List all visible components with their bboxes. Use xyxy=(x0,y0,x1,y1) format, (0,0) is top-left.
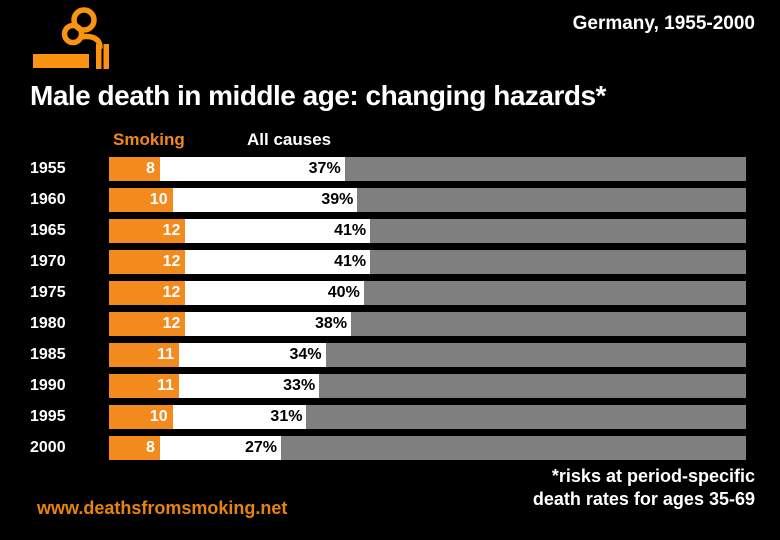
year-label: 1980 xyxy=(30,315,66,332)
year-label: 1965 xyxy=(30,222,66,239)
cigarette-smoke-icon xyxy=(33,7,109,69)
year-label: 1970 xyxy=(30,253,66,270)
footnote: *risks at period-specific death rates fo… xyxy=(533,465,755,511)
smoking-column-header: Smoking xyxy=(113,130,185,149)
year-label: 2000 xyxy=(30,439,66,456)
all-causes-bar-segment: 41% xyxy=(185,219,371,243)
footnote-line2: death rates for ages 35-69 xyxy=(532,489,755,509)
bar-track: 10 39% xyxy=(109,188,746,212)
year-label: 1995 xyxy=(30,408,66,425)
all-causes-bar-segment: 31% xyxy=(172,405,307,429)
smoking-bar-segment: 8 xyxy=(109,436,160,460)
bar-track: 11 33% xyxy=(109,374,746,398)
all-causes-bar-segment: 41% xyxy=(185,250,371,274)
year-label: 1975 xyxy=(30,284,66,301)
chart-row: 1965 12 41% xyxy=(30,219,746,243)
all-causes-bar-segment: 37% xyxy=(159,157,345,181)
bar-track: 12 41% xyxy=(109,219,746,243)
chart-row: 1960 10 39% xyxy=(30,188,746,212)
website-link[interactable]: www.deathsfromsmoking.net xyxy=(37,498,288,518)
chart-row: 2000 8 27% xyxy=(30,436,746,460)
chart-row: 1985 11 34% xyxy=(30,343,746,367)
year-label: 1960 xyxy=(30,191,66,208)
smoking-bar-segment: 10 xyxy=(109,405,173,429)
column-headers: Smoking All causes xyxy=(0,130,780,150)
smoking-bar-segment: 12 xyxy=(109,219,186,243)
bar-track: 11 34% xyxy=(109,343,746,367)
all-causes-bar-segment: 33% xyxy=(179,374,320,398)
chart-row: 1980 12 38% xyxy=(30,312,746,336)
chart-row: 1970 12 41% xyxy=(30,250,746,274)
smoking-bar-segment: 11 xyxy=(109,343,180,367)
smoking-bar-segment: 12 xyxy=(109,281,186,305)
smoking-bar-segment: 10 xyxy=(109,188,173,212)
chart-row: 1955 8 37% xyxy=(30,157,746,181)
region-period-label: Germany, 1955-2000 xyxy=(572,13,755,34)
all-causes-column-header: All causes xyxy=(247,130,332,149)
bar-track: 12 38% xyxy=(109,312,746,336)
bar-track: 8 37% xyxy=(109,157,746,181)
smoking-bar-segment: 12 xyxy=(109,250,186,274)
bar-track: 12 40% xyxy=(109,281,746,305)
page-title: Male death in middle age: changing hazar… xyxy=(30,80,606,111)
all-causes-bar-segment: 40% xyxy=(185,281,364,305)
year-label: 1985 xyxy=(30,346,66,363)
bar-chart: 1955 8 37% 1960 10 39% 1965 12 41% 1970 xyxy=(30,157,746,467)
all-causes-bar-segment: 38% xyxy=(185,312,352,336)
year-label: 1955 xyxy=(30,160,66,177)
year-label: 1990 xyxy=(30,377,66,394)
all-causes-bar-segment: 27% xyxy=(159,436,281,460)
bar-track: 10 31% xyxy=(109,405,746,429)
chart-row: 1990 11 33% xyxy=(30,374,746,398)
smoking-bar-segment: 11 xyxy=(109,374,180,398)
footnote-line1: *risks at period-specific xyxy=(551,466,755,486)
bar-track: 12 41% xyxy=(109,250,746,274)
smoking-bar-segment: 8 xyxy=(109,157,160,181)
chart-row: 1975 12 40% xyxy=(30,281,746,305)
bar-track: 8 27% xyxy=(109,436,746,460)
all-causes-bar-segment: 39% xyxy=(172,188,358,212)
smoking-bar-segment: 12 xyxy=(109,312,186,336)
all-causes-bar-segment: 34% xyxy=(179,343,326,367)
chart-row: 1995 10 31% xyxy=(30,405,746,429)
logo xyxy=(25,6,135,76)
